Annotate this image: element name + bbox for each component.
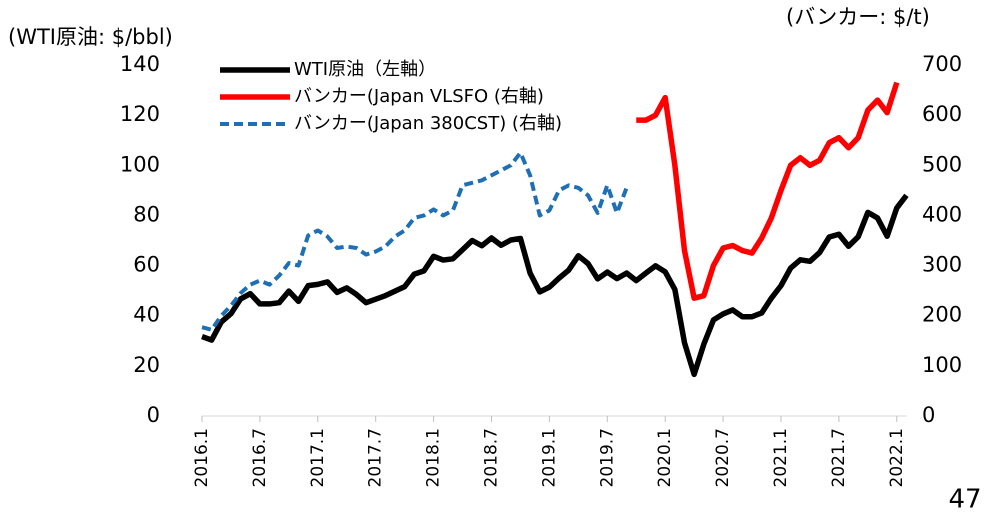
y2-tick-label: 200 — [922, 303, 962, 327]
legend-label: バンカー(Japan 380CST) (右軸) — [294, 113, 562, 134]
x-tick-label: 2016.7 — [250, 428, 270, 487]
page-number: 47 — [948, 485, 981, 515]
y-unit-label: (WTI原油: $/bbl) — [8, 25, 173, 49]
y-tick-label: 120 — [120, 102, 160, 126]
legend-label: バンカー(Japan VLSFO (右軸) — [294, 86, 544, 107]
y-tick-label: 0 — [147, 403, 160, 427]
y-tick-label: 20 — [133, 353, 160, 377]
x-tick-label: 2016.1 — [192, 428, 212, 487]
legend-label: WTI原油（左軸） — [294, 59, 436, 80]
series-line — [201, 193, 909, 378]
series-line — [201, 150, 629, 332]
y-tick-label: 100 — [120, 152, 160, 176]
x-tick-label: 2021.1 — [771, 428, 791, 487]
x-tick-label: 2018.1 — [424, 428, 444, 487]
x-tick-label: 2019.7 — [597, 428, 617, 487]
x-tick-label: 2020.7 — [713, 428, 733, 487]
y2-tick-label: 300 — [922, 253, 962, 277]
y2-tick-label: 500 — [922, 152, 962, 176]
y2-tick-label: 100 — [922, 353, 962, 377]
x-tick-label: 2021.7 — [829, 428, 849, 487]
x-tick-label: 2018.7 — [482, 428, 502, 487]
y-tick-label: 80 — [133, 202, 160, 226]
x-tick-label: 2019.1 — [539, 428, 559, 487]
y2-tick-label: 400 — [922, 202, 962, 226]
y2-tick-label: 600 — [922, 102, 962, 126]
series-line — [636, 81, 900, 301]
y-tick-label: 60 — [133, 253, 160, 277]
y2-tick-label: 700 — [922, 52, 962, 76]
x-tick-label: 2017.1 — [308, 428, 328, 487]
x-tick-label: 2017.7 — [366, 428, 386, 487]
y-tick-label: 40 — [133, 303, 160, 327]
x-tick-label: 2020.1 — [655, 428, 675, 487]
y2-tick-label: 0 — [922, 403, 935, 427]
x-tick-label: 2022.1 — [887, 428, 907, 487]
y-tick-label: 140 — [120, 52, 160, 76]
y2-unit-label: (バンカー: $/t) — [786, 5, 930, 29]
